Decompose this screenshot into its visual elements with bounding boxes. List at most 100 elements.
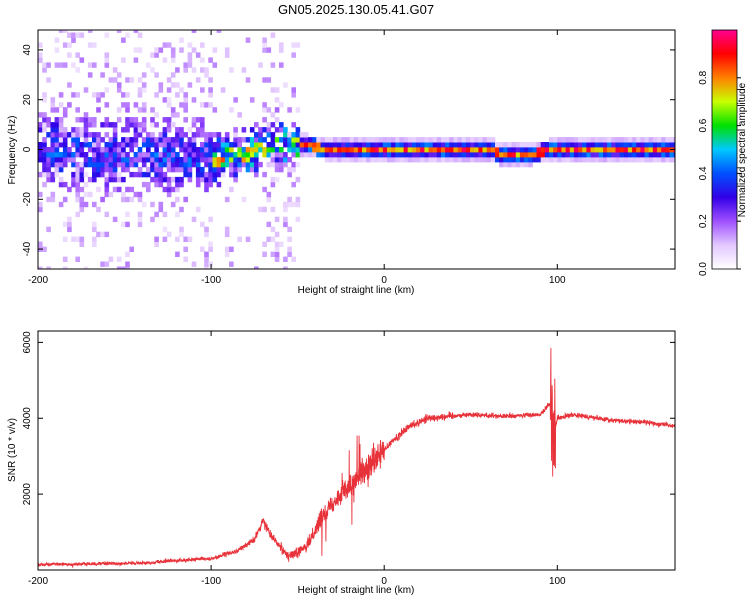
spectrogram-cell: [362, 137, 367, 143]
spectrogram-cell: [495, 157, 500, 163]
spectrogram-cell: [482, 157, 488, 163]
spectrogram-cell: [54, 62, 60, 68]
spectrogram-cell: [258, 127, 263, 133]
spectrogram-cell: [611, 157, 616, 163]
spectrogram-cell: [623, 157, 629, 163]
spectrogram-cell: [337, 137, 342, 143]
spectrogram-cell: [100, 72, 105, 78]
spectrogram-cell: [295, 176, 301, 183]
spectrogram-cell: [191, 30, 197, 33]
spectrogram-cell: [54, 171, 60, 178]
colorbar-tick-label: 0.4: [698, 166, 709, 180]
spectrogram-cell: [262, 102, 267, 108]
spectrogram-cell: [287, 132, 292, 138]
spectrogram-cell: [96, 186, 101, 193]
spectrogram-cell: [403, 147, 409, 153]
spectrogram-cell: [166, 147, 172, 153]
spectrogram-cell: [166, 137, 172, 143]
spectrogram-cell: [137, 147, 143, 153]
spectrogram-cell: [303, 132, 309, 138]
spectrogram-cell: [432, 152, 438, 158]
spectrogram-cell: [175, 186, 180, 193]
colorbar-tick-label: 0.6: [698, 118, 709, 132]
spectrogram-cell: [183, 62, 188, 68]
spectrogram-cell: [453, 157, 458, 163]
spectrogram-cell: [46, 62, 51, 68]
spectrogram-cell: [104, 171, 110, 178]
spectrogram-cell: [357, 147, 363, 153]
x-tick-label: 100: [549, 275, 566, 286]
spectrogram-cell: [183, 142, 188, 148]
spectrogram-cell: [121, 221, 126, 228]
spectrogram-cell: [208, 57, 213, 63]
spectrogram-cell: [112, 137, 118, 143]
spectrogram-cell: [333, 147, 338, 153]
spectrogram-cell: [266, 236, 272, 242]
spectrogram-cell: [391, 157, 396, 163]
spectrogram-cell: [519, 152, 525, 158]
spectrogram-cell: [170, 186, 176, 193]
spectrogram-cell: [38, 42, 43, 48]
spectrogram-cell: [553, 137, 558, 143]
spectrogram-cell: [295, 152, 301, 158]
spectrogram-cell: [212, 157, 218, 163]
spectrogram-cell: [532, 147, 537, 153]
spectrogram-cell: [195, 181, 201, 188]
spectrogram-cell: [112, 127, 118, 133]
spectrogram-cell: [216, 142, 222, 148]
spectrogram-cell: [92, 176, 97, 183]
spectrogram-cell: [179, 102, 184, 108]
spectrogram-cell: [170, 166, 176, 173]
x-tick-label: -100: [201, 576, 221, 587]
spectrogram-cell: [254, 166, 259, 173]
spectrogram-cell: [79, 241, 85, 247]
spectrogram-cell: [62, 256, 68, 262]
spectrogram-cell: [607, 142, 612, 148]
spectrogram-cell: [241, 157, 247, 163]
spectrogram-cell: [603, 137, 608, 143]
spectrogram-cell: [204, 226, 209, 233]
spectrogram-cell: [170, 161, 176, 168]
spectrogram-cell: [150, 166, 155, 173]
spectrogram-cell: [382, 147, 388, 153]
spectrogram-cell: [183, 196, 188, 203]
spectrogram-cell: [54, 132, 60, 138]
spectrogram-cell: [200, 157, 205, 163]
spectrogram-cell: [270, 142, 276, 148]
spectrogram-cell: [287, 147, 292, 153]
spectrogram-cell: [224, 147, 230, 153]
spectrogram-cell: [661, 157, 666, 163]
spectrogram-cell: [557, 152, 562, 158]
spectrogram-cell: [470, 137, 475, 143]
spectrogram-cell: [158, 47, 164, 53]
spectrogram-cell: [54, 166, 60, 173]
spectrogram-cell: [71, 176, 76, 183]
y-tick-label: 0: [22, 146, 33, 152]
spectrogram-cell: [316, 137, 321, 143]
spectrogram-cell: [553, 152, 558, 158]
spectrogram-cell: [669, 142, 675, 148]
spectrogram-cell: [420, 142, 425, 148]
spectrogram-cell: [549, 152, 554, 158]
snr-panel: -200 -100 0 100 2000 4000 6000 Height of stra…: [7, 330, 676, 596]
spectrogram-cell: [274, 97, 280, 103]
spectrogram-cell: [279, 157, 284, 163]
spectrogram-cell: [75, 147, 80, 153]
spectrogram-cell: [121, 152, 126, 158]
spectrogram-cell: [150, 161, 155, 168]
spectrogram-cell: [137, 216, 143, 223]
spectrogram-cell: [129, 171, 134, 178]
spectrogram-cell: [75, 256, 80, 262]
spectrogram-cell: [154, 157, 159, 163]
spectrogram-cell: [54, 127, 60, 133]
spectrogram-cell: [565, 152, 571, 158]
spectrogram-cell: [233, 127, 238, 133]
spectrogram-cell: [154, 166, 159, 173]
spectrogram-cell: [116, 30, 122, 33]
spectrogram-cell: [640, 142, 645, 148]
spectrogram-cell: [245, 37, 251, 43]
spectrogram-cell: [382, 157, 388, 163]
spectrogram-cell: [58, 62, 64, 68]
spectrogram-cell: [258, 161, 263, 168]
spectrogram-cell: [432, 142, 438, 148]
